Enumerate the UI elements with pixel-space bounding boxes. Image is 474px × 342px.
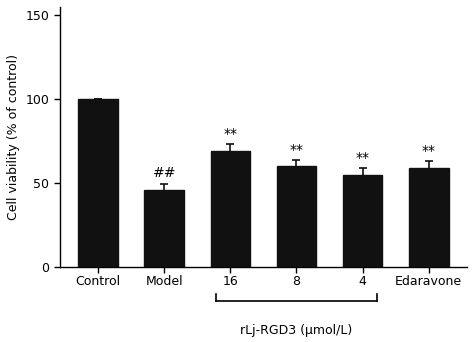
Bar <box>409 168 448 267</box>
Text: rLj-RGD3 (μmol/L): rLj-RGD3 (μmol/L) <box>240 324 353 337</box>
Text: **: ** <box>223 127 237 141</box>
Text: ##: ## <box>153 167 176 181</box>
Bar <box>210 151 250 267</box>
Text: **: ** <box>356 150 370 165</box>
Bar <box>78 99 118 267</box>
Y-axis label: Cell viability (% of control): Cell viability (% of control) <box>7 54 20 220</box>
Bar <box>277 166 316 267</box>
Text: **: ** <box>422 144 436 158</box>
Bar <box>343 174 383 267</box>
Text: **: ** <box>290 143 303 157</box>
Bar <box>145 190 184 267</box>
